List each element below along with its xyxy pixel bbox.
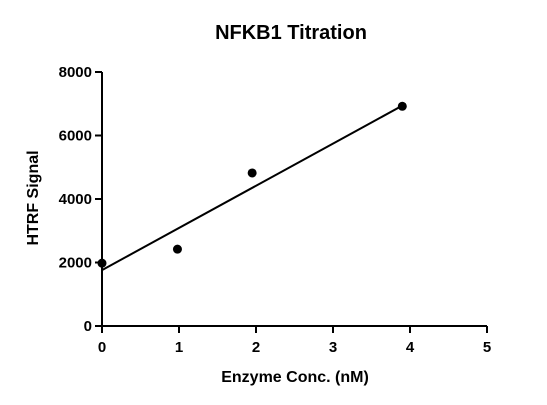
x-axis-label: Enzyme Conc. (nM) [221, 369, 369, 386]
data-point [97, 258, 107, 268]
data-point [172, 244, 182, 254]
data-marks [97, 101, 407, 271]
y-axis-label: HTRF Signal [25, 150, 42, 245]
x-tick-label: 4 [406, 339, 415, 356]
y-tick-label: 2000 [59, 255, 92, 272]
x-tick-label: 5 [483, 339, 491, 356]
y-tick-label: 8000 [59, 64, 92, 81]
x-tick-label: 2 [252, 339, 260, 356]
data-point [397, 101, 407, 111]
x-tick-label: 1 [175, 339, 183, 356]
fit-line [101, 104, 403, 271]
chart-title: NFKB1 Titration [215, 22, 367, 44]
x-tick-label: 0 [98, 339, 106, 356]
y-tick-label: 6000 [59, 128, 92, 145]
data-point [247, 168, 257, 178]
y-tick-label: 0 [84, 318, 92, 335]
x-tick-label: 3 [329, 339, 337, 356]
y-tick-label: 4000 [59, 191, 92, 208]
axes: 0 1 2 3 4 5 0 2000 4000 6000 8000 [59, 64, 492, 356]
